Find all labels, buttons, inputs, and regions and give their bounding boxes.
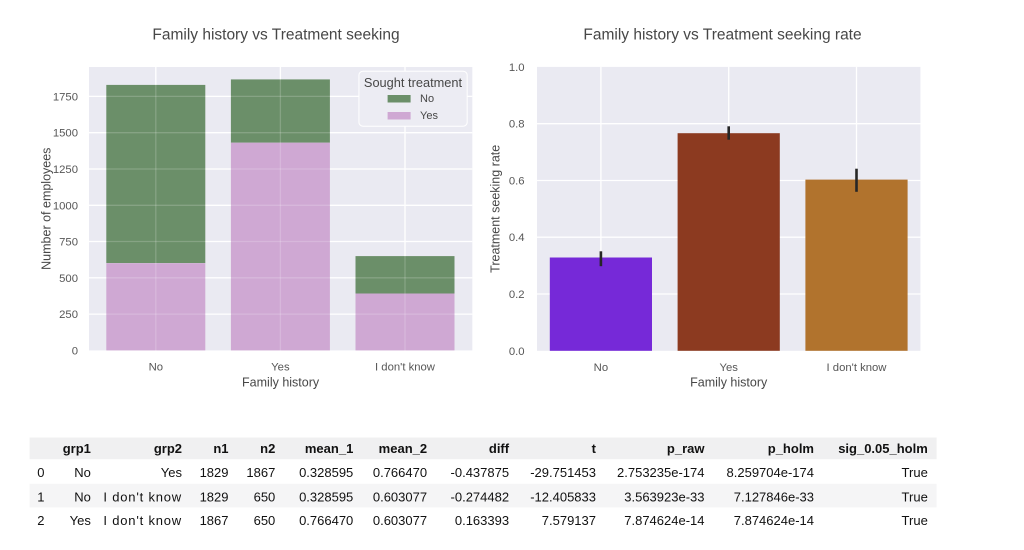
svg-text:0.766470: 0.766470 bbox=[373, 465, 427, 480]
svg-text:p_holm: p_holm bbox=[768, 441, 814, 456]
svg-text:I don't know: I don't know bbox=[827, 362, 888, 374]
svg-text:Yes: Yes bbox=[719, 362, 738, 374]
svg-text:2: 2 bbox=[37, 513, 44, 528]
svg-text:diff: diff bbox=[489, 441, 510, 456]
svg-text:7.127846e-33: 7.127846e-33 bbox=[734, 490, 814, 505]
svg-text:Family history vs Treatment se: Family history vs Treatment seeking bbox=[152, 27, 399, 44]
svg-text:0.8: 0.8 bbox=[509, 119, 525, 131]
svg-text:Number of employees: Number of employees bbox=[40, 148, 54, 270]
svg-text:t: t bbox=[592, 441, 597, 456]
svg-text:1867: 1867 bbox=[246, 465, 275, 480]
svg-text:8.259704e-174: 8.259704e-174 bbox=[727, 465, 814, 480]
svg-text:0: 0 bbox=[37, 465, 44, 480]
svg-text:True: True bbox=[902, 490, 928, 505]
svg-text:-0.437875: -0.437875 bbox=[451, 465, 510, 480]
svg-text:0.328595: 0.328595 bbox=[299, 465, 353, 480]
svg-text:0: 0 bbox=[72, 345, 78, 357]
svg-text:I don't know: I don't know bbox=[103, 490, 182, 505]
svg-text:No: No bbox=[149, 361, 163, 373]
svg-text:-0.274482: -0.274482 bbox=[451, 490, 510, 505]
svg-text:Treatment seeking rate: Treatment seeking rate bbox=[489, 145, 503, 273]
svg-text:1.0: 1.0 bbox=[509, 62, 525, 74]
svg-text:1000: 1000 bbox=[53, 200, 78, 212]
svg-text:I don't know: I don't know bbox=[103, 513, 182, 528]
svg-text:0.328595: 0.328595 bbox=[299, 490, 353, 505]
svg-text:No: No bbox=[420, 93, 434, 105]
svg-text:mean_1: mean_1 bbox=[305, 441, 353, 456]
svg-text:0.766470: 0.766470 bbox=[299, 513, 353, 528]
svg-text:1867: 1867 bbox=[200, 513, 229, 528]
svg-text:grp1: grp1 bbox=[63, 441, 91, 456]
svg-text:No: No bbox=[594, 362, 608, 374]
svg-text:3.563923e-33: 3.563923e-33 bbox=[624, 490, 704, 505]
svg-text:0.163393: 0.163393 bbox=[455, 513, 509, 528]
svg-text:1250: 1250 bbox=[53, 164, 78, 176]
svg-text:Yes: Yes bbox=[271, 361, 290, 373]
svg-text:7.874624e-14: 7.874624e-14 bbox=[734, 513, 814, 528]
svg-text:1829: 1829 bbox=[200, 465, 229, 480]
svg-text:p_raw: p_raw bbox=[667, 441, 705, 456]
svg-text:n2: n2 bbox=[260, 441, 275, 456]
svg-text:Yes: Yes bbox=[70, 513, 92, 528]
svg-text:650: 650 bbox=[254, 513, 276, 528]
svg-text:True: True bbox=[902, 465, 928, 480]
svg-text:1: 1 bbox=[37, 490, 44, 505]
svg-text:Family history vs Treatment se: Family history vs Treatment seeking rate bbox=[583, 27, 861, 44]
svg-text:-29.751453: -29.751453 bbox=[530, 465, 596, 480]
svg-text:mean_2: mean_2 bbox=[379, 441, 427, 456]
svg-text:Yes: Yes bbox=[420, 110, 438, 122]
svg-text:Sought treatment: Sought treatment bbox=[364, 75, 463, 90]
svg-text:500: 500 bbox=[59, 273, 78, 285]
svg-text:No: No bbox=[74, 465, 91, 480]
svg-text:750: 750 bbox=[59, 237, 78, 249]
svg-text:1829: 1829 bbox=[200, 490, 229, 505]
svg-text:7.579137: 7.579137 bbox=[542, 513, 596, 528]
svg-text:0.0: 0.0 bbox=[509, 346, 525, 358]
svg-text:grp2: grp2 bbox=[154, 441, 182, 456]
svg-text:0.6: 0.6 bbox=[509, 176, 525, 188]
svg-text:sig_0.05_holm: sig_0.05_holm bbox=[838, 441, 928, 456]
svg-text:250: 250 bbox=[59, 309, 78, 321]
svg-text:Family history: Family history bbox=[242, 375, 320, 389]
svg-text:Yes: Yes bbox=[161, 465, 183, 480]
svg-text:I don't know: I don't know bbox=[375, 361, 436, 373]
svg-text:2.753235e-174: 2.753235e-174 bbox=[617, 465, 704, 480]
svg-text:-12.405833: -12.405833 bbox=[530, 490, 596, 505]
svg-text:No: No bbox=[74, 490, 91, 505]
svg-text:0.2: 0.2 bbox=[509, 289, 525, 301]
svg-text:True: True bbox=[902, 513, 928, 528]
svg-text:650: 650 bbox=[254, 490, 276, 505]
svg-text:7.874624e-14: 7.874624e-14 bbox=[624, 513, 704, 528]
svg-text:n1: n1 bbox=[213, 441, 228, 456]
svg-text:0.603077: 0.603077 bbox=[373, 490, 427, 505]
svg-text:0.603077: 0.603077 bbox=[373, 513, 427, 528]
svg-text:0.4: 0.4 bbox=[509, 232, 525, 244]
svg-text:1500: 1500 bbox=[53, 128, 78, 140]
svg-text:Family history: Family history bbox=[690, 376, 768, 390]
svg-text:1750: 1750 bbox=[53, 91, 78, 103]
